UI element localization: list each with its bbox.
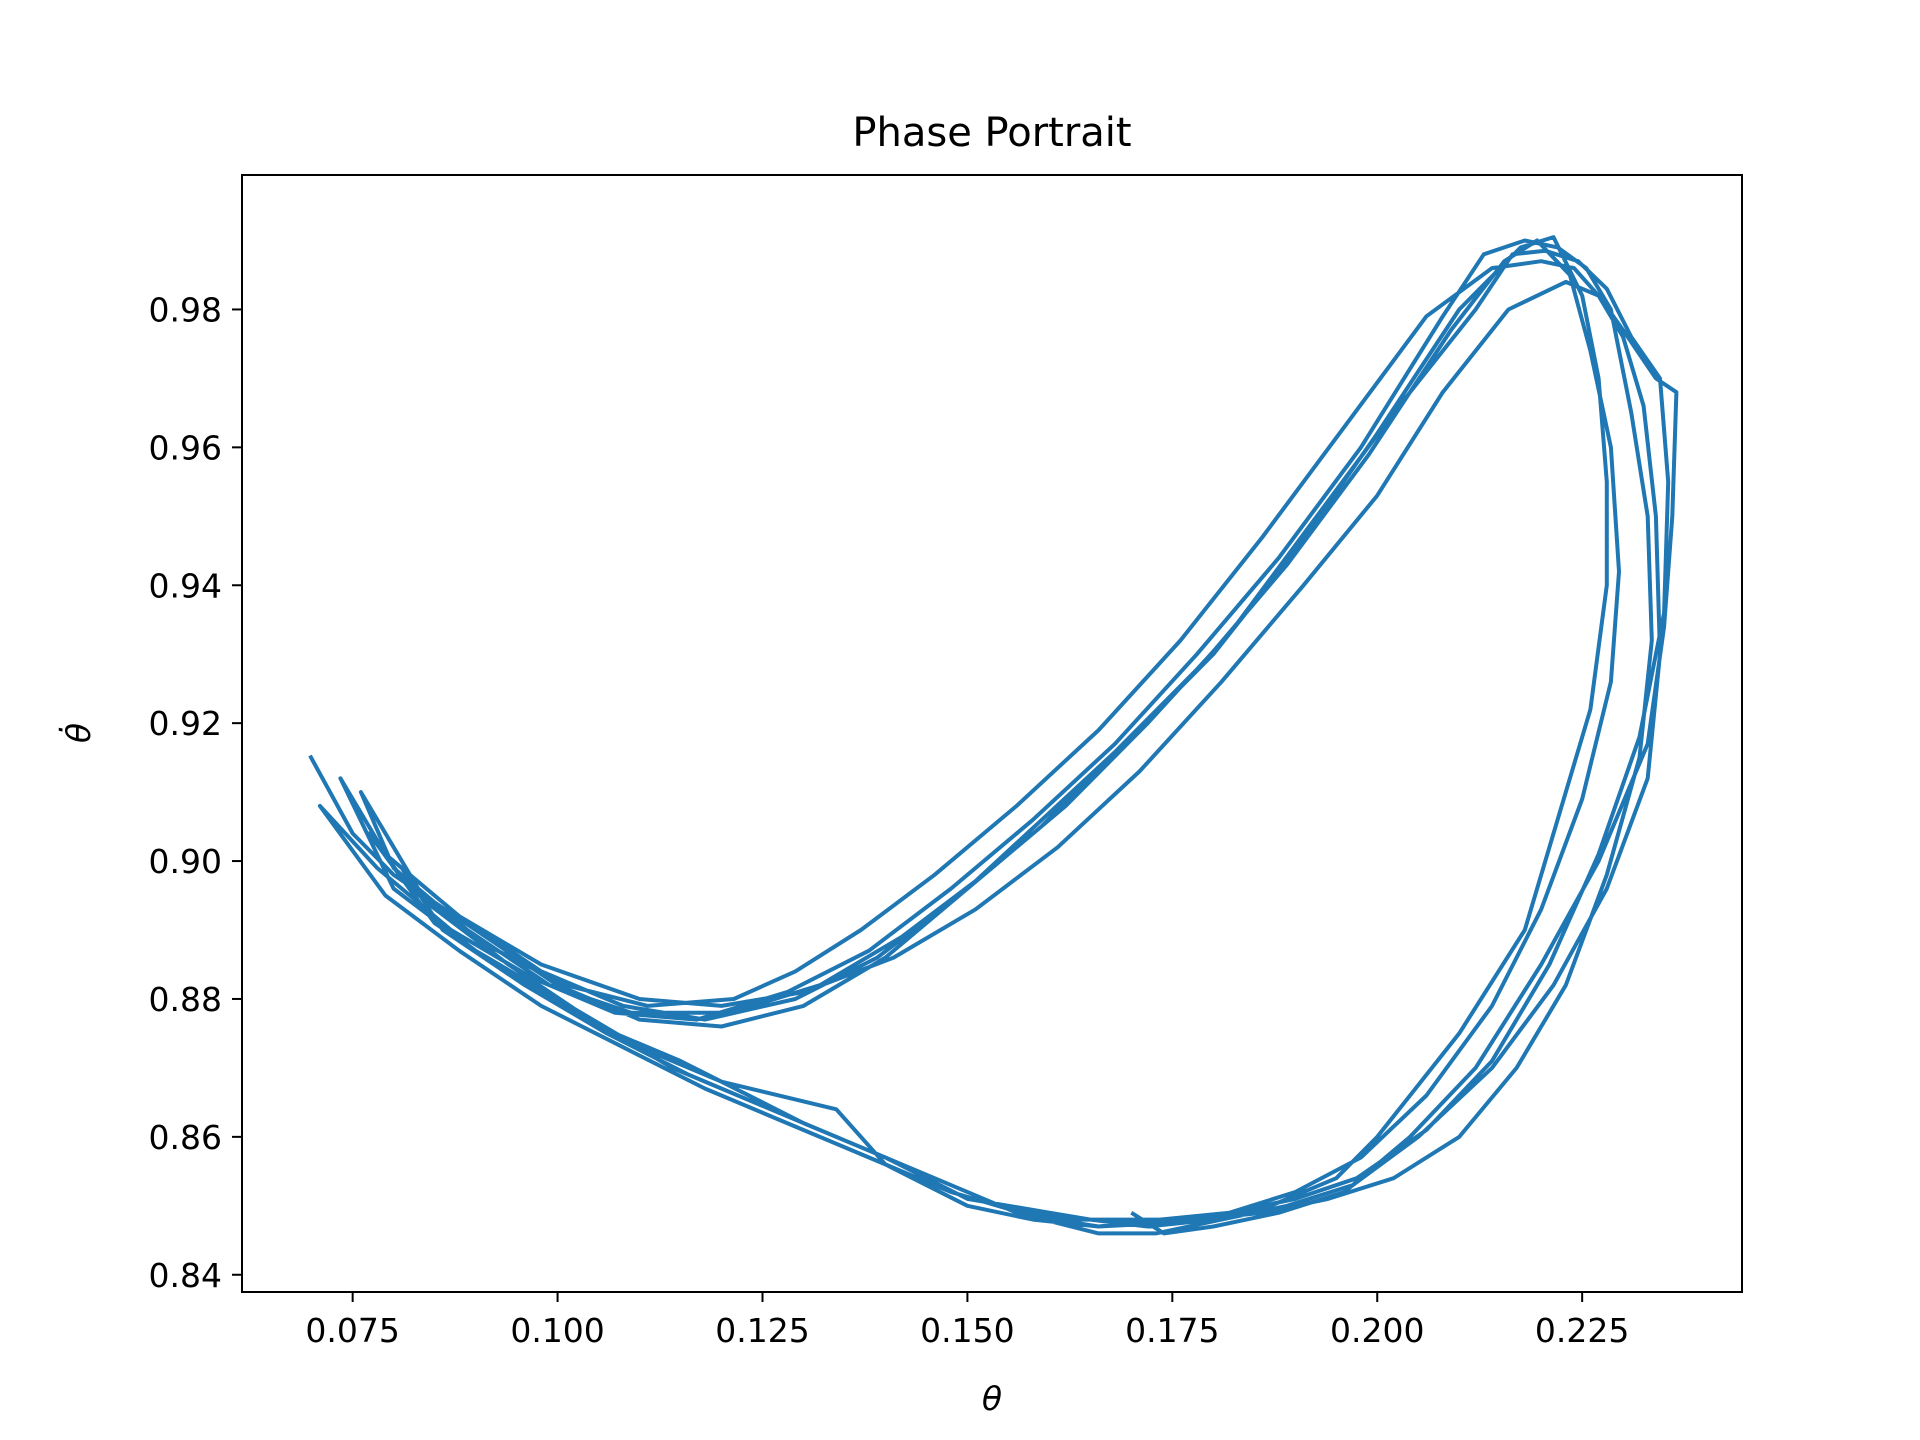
- x-tick-label: 0.200: [1330, 1311, 1424, 1350]
- x-tick-label: 0.125: [715, 1311, 809, 1350]
- x-axis-ticks: 0.075 0.100 0.125 0.150 0.175 0.200 0.225: [305, 1292, 1629, 1350]
- y-tick-label: 0.92: [149, 704, 222, 743]
- x-tick-label: 0.075: [305, 1311, 399, 1350]
- y-tick-label: 0.94: [149, 566, 222, 605]
- x-tick-label: 0.150: [920, 1311, 1014, 1350]
- x-axis-label: θ: [982, 1379, 1002, 1418]
- plot-area-frame: [241, 174, 1743, 1293]
- y-tick-label: 0.98: [149, 290, 222, 329]
- x-tick-label: 0.100: [510, 1311, 604, 1350]
- y-tick-label: 0.96: [149, 428, 222, 467]
- y-tick-label: 0.84: [149, 1256, 222, 1295]
- phase-trajectory-line-0: [308, 235, 1679, 1236]
- chart-title: Phase Portrait: [852, 110, 1131, 156]
- y-axis-label: θ̇: [58, 723, 98, 743]
- x-tick-label: 0.225: [1535, 1311, 1629, 1350]
- x-tick-label: 0.175: [1125, 1311, 1219, 1350]
- y-tick-label: 0.90: [149, 842, 222, 881]
- y-tick-label: 0.86: [149, 1118, 222, 1157]
- series-layer: [308, 235, 1679, 1236]
- y-axis-ticks: 0.84 0.86 0.88 0.90 0.92 0.94 0.96 0.98: [149, 290, 242, 1295]
- y-tick-label: 0.88: [149, 980, 222, 1019]
